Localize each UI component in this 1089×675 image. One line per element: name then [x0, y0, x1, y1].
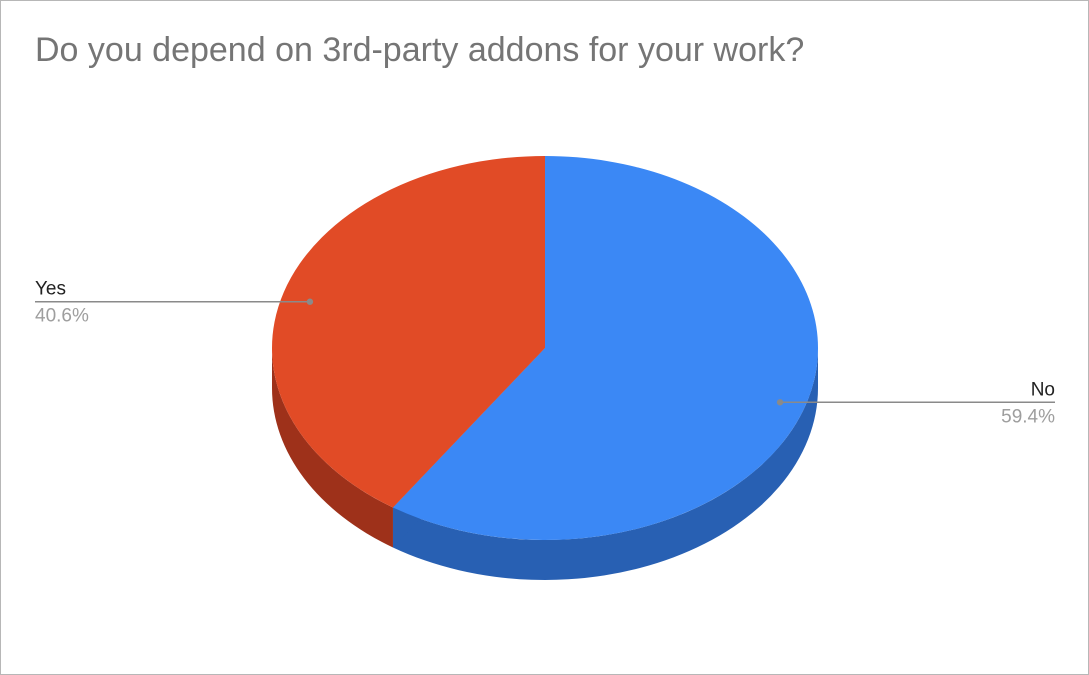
slice-label-no: No	[1031, 379, 1055, 400]
pie-slice-yes	[272, 156, 545, 508]
slice-value-yes: 40.6%	[35, 306, 89, 327]
slice-value-no: 59.4%	[1001, 406, 1055, 427]
pie-slice-no	[392, 156, 818, 540]
slice-label-yes: Yes	[35, 279, 66, 300]
pie-side-yes	[272, 348, 393, 548]
leader-dot-no	[776, 399, 784, 406]
chart-title: Do you depend on 3rd-party addons for yo…	[35, 31, 805, 69]
pie-side-no	[392, 348, 819, 580]
leader-dot-yes	[306, 298, 314, 305]
